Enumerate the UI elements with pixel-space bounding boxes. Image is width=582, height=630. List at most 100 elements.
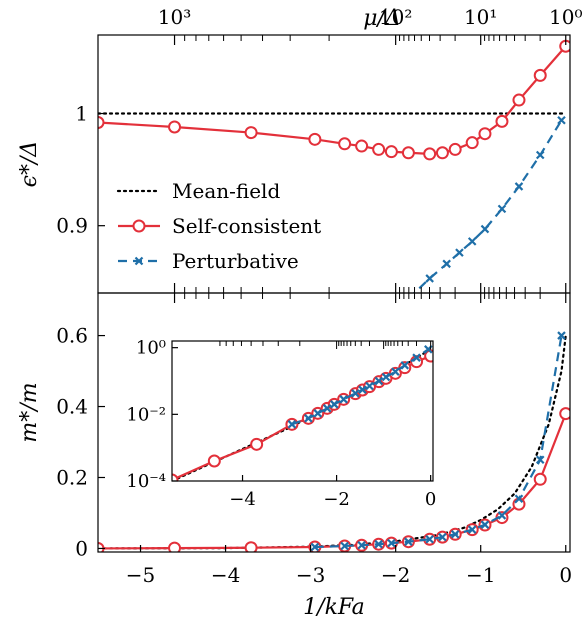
bottom-perturbative-point-7 xyxy=(438,532,447,542)
inset-perturbative-point-3 xyxy=(322,404,332,413)
inset-perturbative-point-6 xyxy=(351,389,360,398)
inset-perturbative-point-11 xyxy=(391,367,400,376)
bottom-perturbative-point-10 xyxy=(480,520,490,529)
inset-perturbative-point-12 xyxy=(400,361,410,370)
bottom-self-consistent-point-16 xyxy=(533,472,547,486)
top-self-consistent-point-4 xyxy=(338,137,352,151)
top-self-consistent-point-5 xyxy=(355,139,369,153)
inset-perturbative-point-10 xyxy=(381,372,391,382)
top-self-consistent-point-14 xyxy=(495,114,509,128)
bottom-x-axis-label: 1/kFa xyxy=(303,595,365,620)
legend-label-mean-field: Mean-field xyxy=(172,179,280,203)
bottom-panel: 0 0.2 0.4 0.6 −5 −4 −3 −2 −1 0 m*/m 1/kFa xyxy=(17,283,572,620)
top-self-consistent-point-10 xyxy=(435,146,449,160)
bottom-perturbative-point-6 xyxy=(425,534,434,544)
inset-perturbative-point-5 xyxy=(339,395,348,404)
top-perturbative-point-7 xyxy=(514,182,524,191)
inset-x-tick-label: 0 xyxy=(425,489,436,510)
top-self-consistent-point-3 xyxy=(308,132,322,146)
bottom-x-tick-label: −3 xyxy=(296,563,325,587)
inset-perturbative-point-4 xyxy=(329,400,339,409)
top-self-consistent-line xyxy=(98,45,567,156)
top-perturbative-point-9 xyxy=(557,115,566,125)
top-self-consistent-point-7 xyxy=(384,145,398,159)
top-axis-tick-label: 10⁰ xyxy=(549,5,582,29)
bottom-x-tick-label: −2 xyxy=(381,563,410,587)
bottom-y-axis-label: m*/m xyxy=(17,382,42,442)
inset-x-tick-label: −4 xyxy=(229,489,256,510)
legend-marker xyxy=(132,219,146,233)
bottom-perturbative-point-9 xyxy=(467,525,477,534)
inset-perturbative-point-2 xyxy=(313,409,323,418)
bottom-perturbative-point-12 xyxy=(514,494,524,504)
inset-self-consistent-point-0 xyxy=(172,473,179,481)
bottom-perturbative-point-8 xyxy=(450,529,460,539)
bottom-self-consistent-point-2 xyxy=(244,541,258,552)
bottom-x-tick-label: −4 xyxy=(211,563,240,587)
top-self-consistent-point-15 xyxy=(512,93,526,107)
inset-self-consistent-point-2 xyxy=(250,437,264,451)
top-axis-tick-label: 10² xyxy=(379,5,412,29)
top-self-consistent-point-1 xyxy=(168,120,182,134)
top-axis-label: μ/Δ xyxy=(363,6,401,31)
bottom-perturbative-point-13 xyxy=(535,455,545,465)
legend-marker xyxy=(134,256,144,266)
top-y-tick-label: 1 xyxy=(75,102,88,126)
bottom-y-tick-label: 0 xyxy=(75,536,88,560)
inset-y-tick-label: 10⁻⁴ xyxy=(126,471,166,492)
inset-perturbative-point-7 xyxy=(358,385,367,394)
bottom-perturbative-point-14 xyxy=(557,331,566,340)
top-self-consistent-point-12 xyxy=(465,136,479,150)
top-self-consistent-point-8 xyxy=(401,146,415,160)
bottom-perturbative-point-1 xyxy=(340,541,349,551)
top-self-consistent-point-2 xyxy=(244,126,258,140)
bottom-perturbative-point-4 xyxy=(387,538,396,548)
top-self-consistent-point-11 xyxy=(448,142,462,156)
top-y-tick-label: 0.9 xyxy=(56,214,88,238)
top-perturbative-point-8 xyxy=(535,150,545,160)
bottom-perturbative-point-0 xyxy=(310,542,320,552)
inset-self-consistent-point-15 xyxy=(398,361,412,375)
top-self-consistent-point-16 xyxy=(533,68,547,82)
top-perturbative-point-5 xyxy=(480,224,490,234)
inset-perturbative-point-1 xyxy=(304,414,313,423)
bottom-perturbative-point-3 xyxy=(374,539,383,549)
inset-perturbative-point-9 xyxy=(374,376,384,386)
legend: Mean-field Self-consistent Perturbative xyxy=(116,179,321,273)
top-self-consistent-point-0 xyxy=(98,115,105,129)
inset-self-consistent-point-14 xyxy=(388,366,402,380)
bottom-x-tick-label: −5 xyxy=(126,563,155,587)
bottom-x-tick-label: −1 xyxy=(466,563,495,587)
inset-x-tick-label: −2 xyxy=(323,489,350,510)
top-perturbative-point-3 xyxy=(455,248,464,257)
inset-y-tick-label: 10⁻² xyxy=(126,404,166,425)
top-self-consistent-point-9 xyxy=(423,147,437,161)
top-y-axis-label: ϵ*/Δ xyxy=(17,141,42,188)
top-frame xyxy=(97,34,571,294)
bottom-x-tick-label: 0 xyxy=(559,563,572,587)
top-plot-area xyxy=(98,39,570,293)
top-self-consistent-point-6 xyxy=(372,142,386,156)
top-perturbative-point-1 xyxy=(425,274,434,283)
top-self-consistent-point-13 xyxy=(478,127,492,141)
inset-perturbative-point-8 xyxy=(365,381,374,391)
bottom-self-consistent-point-17 xyxy=(559,407,570,421)
top-panel: 0.9 1 10³ 10² 10¹ 10⁰ μ/Δ ϵ*/Δ xyxy=(17,5,582,294)
top-perturbative-point-4 xyxy=(467,237,477,246)
inset-y-tick-label: 10⁰ xyxy=(136,338,166,359)
top-perturbative-point-2 xyxy=(442,259,451,269)
bottom-y-tick-label: 0.2 xyxy=(56,465,88,489)
top-perturbative-line xyxy=(412,119,563,293)
bottom-perturbative-point-11 xyxy=(497,511,507,520)
legend-label-perturbative: Perturbative xyxy=(172,249,299,273)
top-axis-tick-label: 10³ xyxy=(158,5,191,29)
bottom-y-tick-label: 0.6 xyxy=(56,324,88,348)
inset-perturbative-point-0 xyxy=(287,420,297,429)
bottom-perturbative-point-5 xyxy=(404,537,413,546)
legend-label-self-consistent: Self-consistent xyxy=(172,214,321,238)
bottom-y-tick-label: 0.4 xyxy=(56,395,88,419)
bottom-plot-area xyxy=(98,331,570,552)
inset-panel: 10⁻⁴ 10⁻² 10⁰ −4 −2 0 xyxy=(126,338,436,510)
inset-perturbative-point-13 xyxy=(412,353,421,362)
